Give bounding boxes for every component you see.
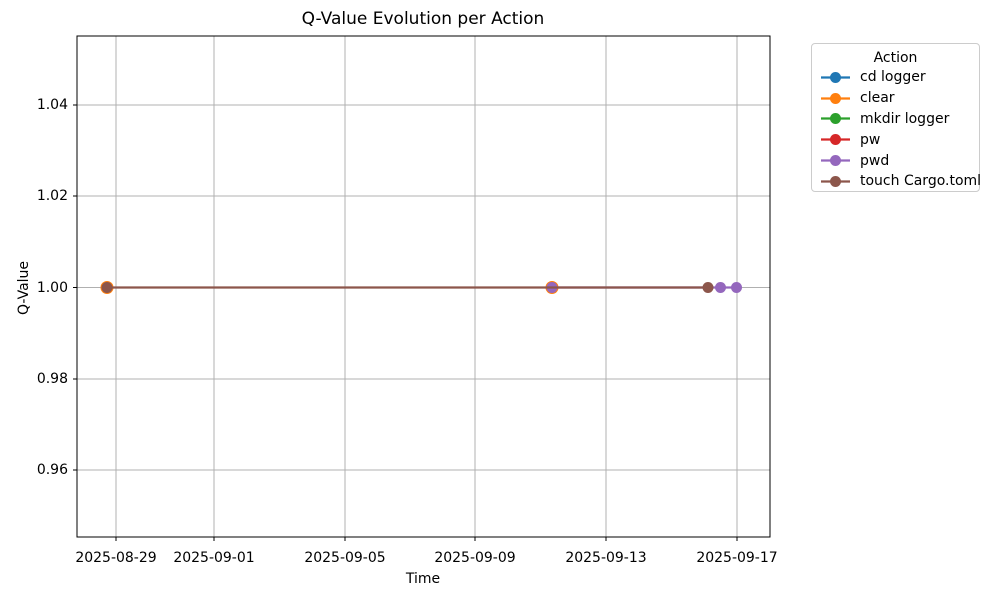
marker-touch-cargo-toml bbox=[101, 282, 113, 293]
y-tick-label: 1.02 bbox=[36, 188, 68, 204]
y-tick-label: 0.96 bbox=[36, 462, 68, 478]
y-tick-label: 1.00 bbox=[36, 279, 68, 296]
x-axis-label: Time bbox=[405, 571, 441, 587]
marker-pwd bbox=[731, 282, 742, 293]
legend: Action cd logger clear mkdir logger bbox=[811, 43, 982, 192]
line-marker-icon bbox=[821, 175, 850, 187]
line-marker-icon bbox=[821, 134, 850, 146]
legend-title: Action bbox=[873, 50, 918, 66]
line-marker-icon bbox=[821, 113, 850, 125]
line-marker-icon bbox=[821, 155, 850, 167]
plot-border bbox=[76, 35, 771, 538]
legend-item-clear: clear bbox=[812, 88, 979, 109]
x-tick-label: 2025-09-13 bbox=[565, 550, 647, 566]
x-tick-label: 2025-09-01 bbox=[173, 550, 255, 566]
legend-label: touch Cargo.toml bbox=[860, 173, 982, 190]
x-tick-label: 2025-09-05 bbox=[304, 550, 386, 566]
legend-label: pw bbox=[860, 131, 881, 148]
marker-pwd bbox=[715, 282, 726, 293]
legend-item-cd-logger: cd logger bbox=[812, 67, 979, 88]
x-tick-label: 2025-08-29 bbox=[75, 550, 157, 566]
y-tick-label: 1.04 bbox=[36, 97, 68, 113]
x-tick-label: 2025-09-09 bbox=[434, 550, 516, 566]
legend-item-pw: pw bbox=[812, 129, 979, 150]
y-tick-label: 0.98 bbox=[36, 371, 68, 387]
legend-label: clear bbox=[860, 90, 895, 107]
line-marker-icon bbox=[821, 92, 850, 104]
x-tick-label: 2025-09-17 bbox=[696, 550, 778, 566]
chart-title: Q-Value Evolution per Action bbox=[301, 9, 545, 29]
legend-item-pwd: pwd bbox=[812, 150, 979, 171]
legend-label: pwd bbox=[860, 152, 890, 169]
y-axis-label: Q-Value bbox=[16, 260, 32, 315]
legend-label: cd logger bbox=[860, 69, 926, 86]
marker-touch-cargo-toml bbox=[702, 282, 714, 293]
line-marker-icon bbox=[821, 71, 850, 83]
legend-item-mkdir-logger: mkdir logger bbox=[812, 109, 979, 130]
legend-label: mkdir logger bbox=[860, 110, 950, 127]
legend-item-touch-cargo-toml: touch Cargo.toml bbox=[812, 171, 982, 192]
